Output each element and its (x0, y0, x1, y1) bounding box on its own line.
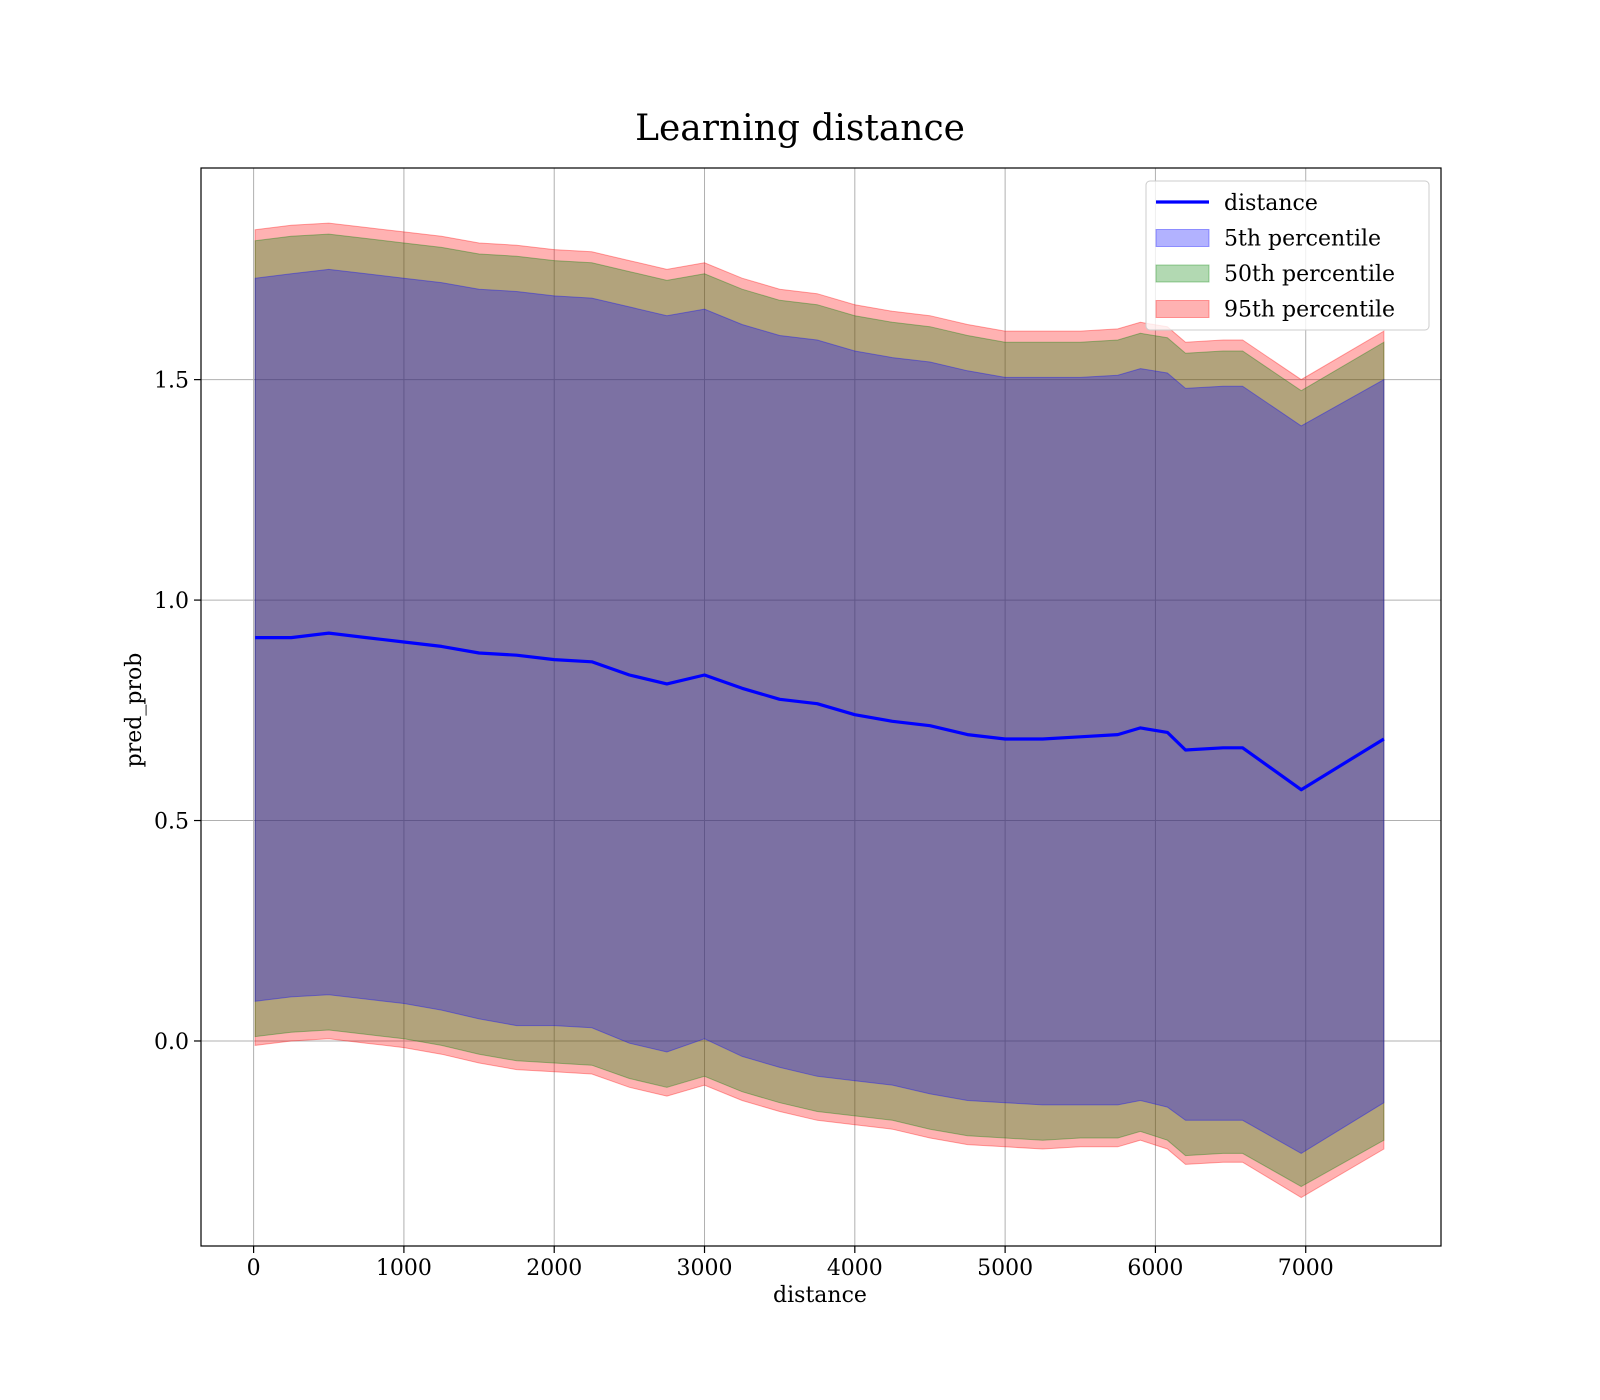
x-axis-title: distance (773, 1283, 867, 1308)
y-tick-label: 1.0 (154, 589, 189, 614)
legend-label: distance (1224, 191, 1318, 216)
legend-swatch-band (1155, 300, 1210, 318)
x-tick-label: 0 (247, 1256, 261, 1281)
distance-line-layer (255, 631, 1385, 792)
plot-area-frame (200, 167, 1442, 1247)
x-tick-label: 6000 (1127, 1256, 1183, 1281)
x-tick-label: 7000 (1278, 1256, 1334, 1281)
percentile-bands (254, 222, 1385, 1199)
legend-label: 5th percentile (1224, 227, 1381, 252)
legend-swatch-band (1155, 229, 1210, 247)
y-tick-label: 0.0 (154, 1030, 189, 1055)
band-95th-percentile (254, 222, 1385, 1199)
legend-label: 50th percentile (1224, 262, 1395, 287)
y-tick-label: 1.5 (154, 369, 189, 394)
series-line-distance (255, 631, 1385, 792)
y-axis-title: pred_prob (122, 653, 147, 768)
grid (201, 168, 1441, 1246)
band-5th-percentile (254, 268, 1385, 1154)
legend: distance 5th percentile 50th percentile 95t… (1145, 180, 1430, 331)
x-tick-label: 2000 (526, 1256, 582, 1281)
x-tick-label: 4000 (827, 1256, 883, 1281)
x-tick-label: 3000 (677, 1256, 733, 1281)
y-axis-ticks: 0.0 0.5 1.0 1.5 (154, 369, 201, 1055)
legend-box (1145, 180, 1430, 331)
band-50th-percentile (254, 233, 1385, 1188)
chart-title: Learning distance (635, 108, 965, 149)
x-tick-label: 1000 (376, 1256, 432, 1281)
legend-swatch-band (1155, 264, 1210, 283)
x-tick-label: 5000 (977, 1256, 1033, 1281)
x-axis-ticks: 0 1000 2000 3000 4000 5000 6000 7000 (247, 1246, 1334, 1281)
y-tick-label: 0.5 (154, 810, 189, 835)
legend-label: 95th percentile (1224, 298, 1395, 323)
